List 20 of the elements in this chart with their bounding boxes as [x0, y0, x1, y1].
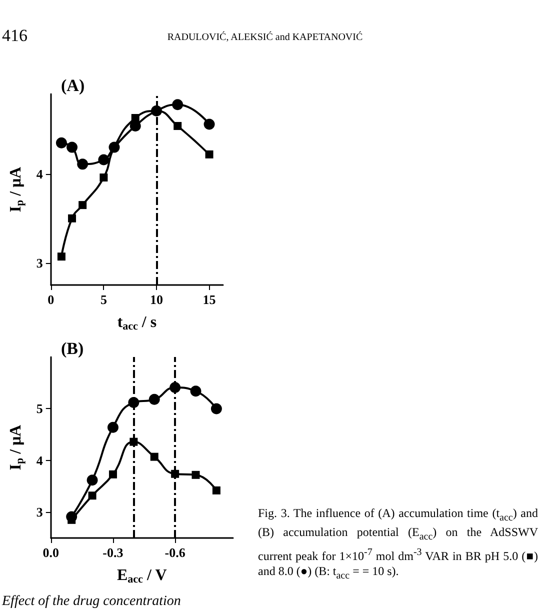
y-tick-label: 3	[36, 255, 44, 270]
x-tick-label: 0.0	[42, 545, 60, 560]
y-axis-title: Ip / μA	[8, 166, 26, 212]
text: Fig. 3. The influence of (A) accumulation time (t$_{acc}$) and (B) accumulation potential (E$_{acc}$) on the AdSSWV current peak for 1×10$^{-7}$ mol dm$^{-3}$ VAR in BR pH 5.0 (■) and 8.0 (●) (B: t$_{acc}$ = = 10 s).	[258, 506, 538, 582]
text: 416	[2, 26, 28, 46]
x-tick-label: 0	[48, 292, 54, 307]
text: Effect of the drug concentration	[2, 594, 181, 610]
chart-title: (A)	[61, 76, 85, 95]
chart-title: (B)	[61, 339, 84, 358]
x-tick-label: 15	[202, 292, 216, 307]
y-tick-label: 4	[36, 166, 44, 182]
x-tick-label: -0.6	[164, 545, 186, 560]
y-tick-label: 5	[36, 401, 44, 416]
y-axis-title: Ip / μA	[8, 424, 26, 470]
y-tick-label: 3	[36, 504, 44, 520]
x-tick-label: 5	[100, 292, 108, 307]
text: RADULOVIĆ, ALEKSIĆ and KAPETANOVIĆ	[166, 32, 364, 43]
x-tick-label: -0.3	[102, 545, 124, 560]
x-tick-label: 10	[150, 292, 163, 307]
y-tick-label: 4	[36, 452, 44, 468]
